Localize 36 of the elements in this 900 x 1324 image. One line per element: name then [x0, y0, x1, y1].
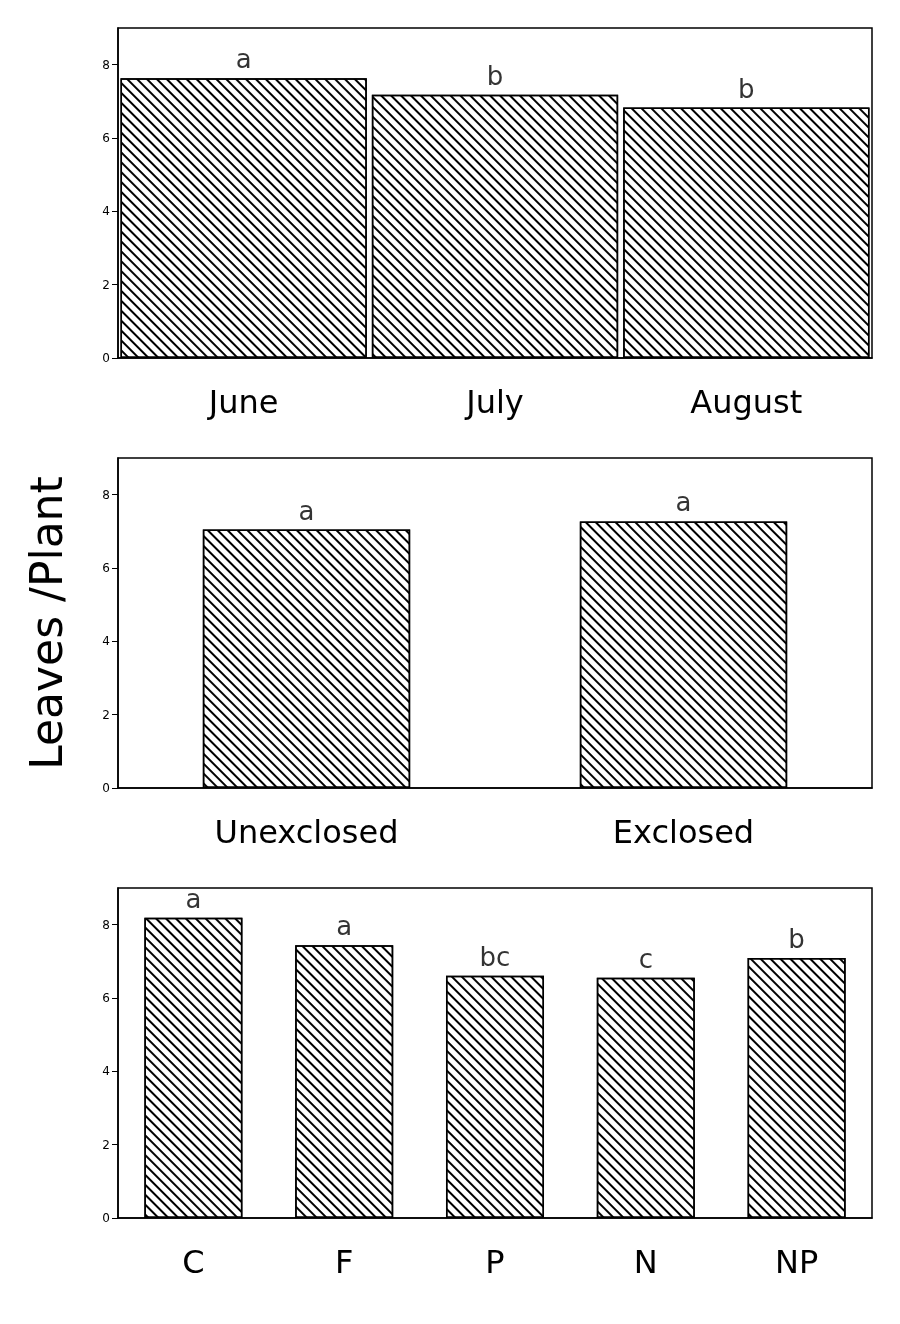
- y-tick-label: 4: [102, 204, 110, 219]
- annotation: a: [298, 495, 315, 526]
- y-axis-title: Leaves /Plant: [20, 476, 72, 770]
- x-tick-label: June: [206, 383, 279, 421]
- y-tick-label: 6: [102, 561, 110, 575]
- annotation: a: [675, 487, 692, 518]
- y-tick-label: 6: [102, 131, 110, 145]
- y-tick-label: 4: [102, 634, 110, 649]
- x-tick-label: August: [690, 383, 803, 421]
- y-tick-label: 8: [102, 487, 110, 502]
- x-tick-label: C: [182, 1243, 205, 1281]
- annotation: bc: [479, 941, 511, 972]
- annotation: a: [336, 911, 353, 942]
- y-tick-label: 2: [102, 1137, 110, 1152]
- annotation: b: [788, 924, 805, 955]
- annotation: a: [185, 883, 202, 914]
- y-tick-label: 2: [102, 277, 110, 292]
- x-tick-label: July: [464, 383, 524, 421]
- y-tick-label: 0: [102, 781, 110, 795]
- y-tick-label: 0: [102, 1211, 110, 1225]
- x-tick-label: P: [485, 1243, 505, 1281]
- y-tick-label: 0: [102, 351, 110, 365]
- y-tick-label: 8: [102, 917, 110, 932]
- y-tick-label: 8: [102, 57, 110, 72]
- y-tick-label: 2: [102, 707, 110, 722]
- annotation: c: [638, 943, 653, 974]
- x-tick-label: NP: [774, 1243, 819, 1281]
- x-tick-label: N: [633, 1243, 658, 1281]
- y-tick-label: 6: [102, 991, 110, 1005]
- x-tick-label: F: [335, 1243, 354, 1281]
- annotation: b: [738, 73, 755, 104]
- x-tick-label: Unexclosed: [214, 813, 399, 851]
- y-tick-label: 4: [102, 1064, 110, 1079]
- annotation: b: [486, 60, 504, 91]
- annotation: a: [235, 44, 252, 75]
- x-tick-label: Exclosed: [612, 813, 755, 851]
